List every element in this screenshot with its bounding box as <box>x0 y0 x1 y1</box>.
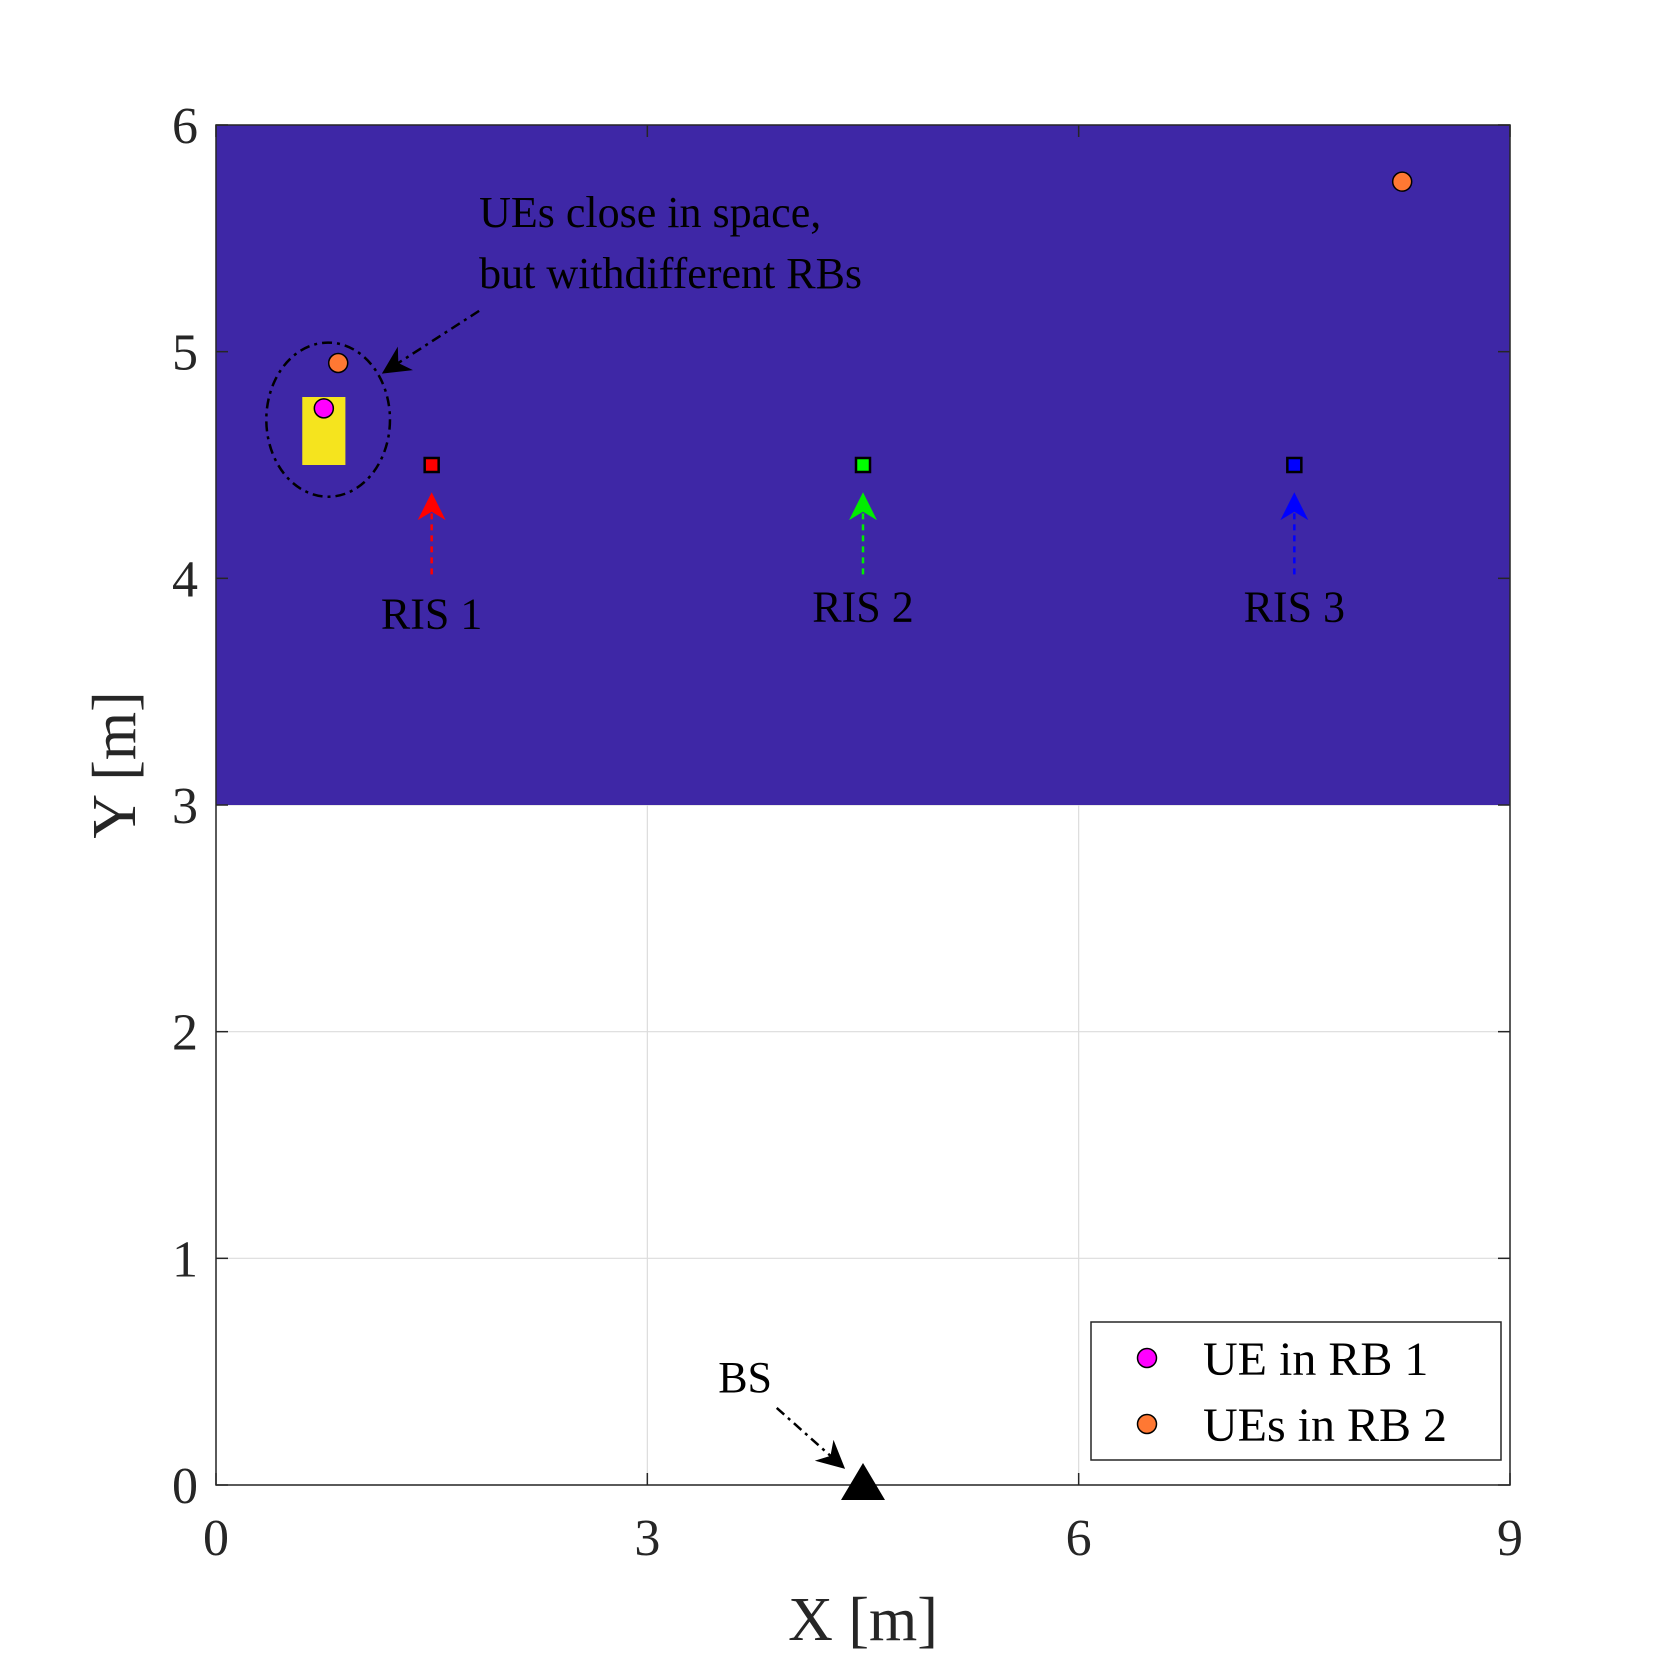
x-tick-label: 6 <box>1066 1510 1092 1567</box>
ris-marker <box>1286 456 1303 474</box>
x-tick-label: 0 <box>203 1510 229 1567</box>
ue-point <box>327 352 349 374</box>
ris-label: RIS 1 <box>381 589 482 638</box>
annotation-text: but withdifferent RBs <box>479 249 862 298</box>
bs-arrow <box>775 1407 846 1469</box>
ris-label: RIS 2 <box>812 583 913 632</box>
legend-entry: UEs in RB 2 <box>1203 1399 1447 1452</box>
annotation-text: UEs close in space, <box>479 188 821 237</box>
annotation-arrow <box>381 309 480 374</box>
x-axis-label: X [m] <box>788 1586 938 1654</box>
y-tick-label: 4 <box>172 551 198 608</box>
y-tick-label: 6 <box>172 98 198 155</box>
data-points <box>313 171 1413 1500</box>
y-tick-label: 3 <box>172 778 198 835</box>
ris-marker <box>423 456 440 474</box>
annotations: RIS 1 RIS 2 RIS 3 UEs close in space, but wi… <box>265 188 1345 1469</box>
legend: UE in RB 1 UEs in RB 2 <box>1090 1321 1502 1461</box>
axis-ticks: 0 3 6 9 0 1 2 3 4 5 6 <box>172 98 1523 1567</box>
ris-label: RIS 3 <box>1244 583 1345 632</box>
x-tick-label: 3 <box>634 1510 660 1567</box>
legend-box <box>1090 1321 1502 1461</box>
legend-entry: UE in RB 1 <box>1203 1333 1428 1386</box>
y-tick-label: 1 <box>172 1231 198 1288</box>
ris-marker <box>854 456 872 474</box>
legend-marker <box>1136 1347 1158 1369</box>
annotation-ellipse <box>265 341 392 498</box>
legend-marker <box>1136 1413 1158 1435</box>
y-tick-label: 0 <box>172 1458 198 1515</box>
y-axis-label: Y [m] <box>81 691 149 839</box>
ue-point <box>1391 171 1413 192</box>
y-tick-label: 5 <box>172 325 198 382</box>
y-tick-label: 2 <box>172 1005 198 1062</box>
x-tick-label: 9 <box>1497 1510 1523 1567</box>
bs-label: BS <box>718 1353 772 1402</box>
ue-point <box>313 398 335 419</box>
bs-marker <box>841 1463 885 1500</box>
